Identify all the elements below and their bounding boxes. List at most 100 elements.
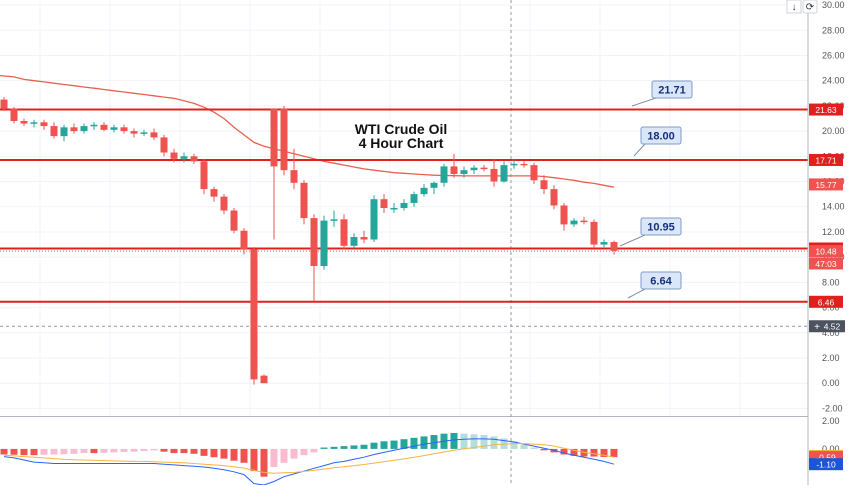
y-tick-label: 4.00 <box>822 328 840 338</box>
crosshair-plus-icon: + <box>814 322 820 333</box>
macd-histogram-bar <box>170 448 178 454</box>
candle-body <box>180 156 188 159</box>
y-tick-label: -2.00 <box>822 403 843 413</box>
macd-histogram-bar <box>350 445 358 449</box>
scale-toggle-button[interactable]: ↓ <box>786 0 802 14</box>
candle-body <box>360 236 368 240</box>
macd-histogram-bar <box>290 448 298 459</box>
level-callout-label: 18.00 <box>647 131 675 143</box>
callout-box <box>651 80 693 99</box>
candle-body <box>120 127 128 132</box>
macd-histogram-bar <box>10 448 18 455</box>
y-tick-label: 12.00 <box>822 227 845 237</box>
candle-body <box>440 166 448 183</box>
price-badge: 47:03 <box>815 259 837 269</box>
macd-histogram-bar <box>470 434 478 449</box>
level-price-badge-bg <box>809 295 843 308</box>
candle-body <box>140 132 148 134</box>
candle-body <box>220 196 228 211</box>
signal-line <box>3 443 615 474</box>
candle-body <box>460 170 468 174</box>
y-tick-label: 28.00 <box>822 25 845 35</box>
candle-body <box>580 220 588 223</box>
y-tick-label: 24.00 <box>822 76 845 86</box>
macd-histogram-bar <box>340 446 348 449</box>
candle-body <box>300 182 308 219</box>
candle-body <box>290 170 298 183</box>
candle-body <box>150 132 158 138</box>
macd-histogram-bar <box>310 448 318 453</box>
macd-histogram-bar <box>100 448 108 453</box>
level-price-badge: 17.71 <box>815 155 837 165</box>
macd-histogram-bar <box>180 448 188 454</box>
macd-histogram-bar <box>450 432 458 449</box>
candle-body <box>210 189 218 197</box>
level-price-badge-bg <box>809 153 843 166</box>
moving-average <box>0 74 615 188</box>
macd-badge: -0.59 <box>816 453 836 463</box>
macd-histogram-bar <box>570 448 578 456</box>
macd-tick-label: 2.00 <box>822 416 840 426</box>
macd-histogram-bar <box>600 448 608 457</box>
macd-histogram-bar <box>230 448 238 461</box>
macd-histogram-bar <box>590 448 598 457</box>
price-badge: 10.48 <box>815 247 837 257</box>
macd-histogram-bar <box>410 437 418 449</box>
macd-histogram-bar <box>190 448 198 454</box>
candle-body <box>30 122 38 124</box>
y-tick-label: 20.00 <box>822 126 845 136</box>
candlesticks <box>0 97 618 385</box>
candle-body <box>60 127 68 137</box>
candle-body <box>170 152 178 159</box>
refresh-button[interactable]: ⟳ <box>802 0 818 14</box>
y-tick-label: 0.00 <box>822 378 840 388</box>
macd-badge: -1.10 <box>816 460 836 470</box>
candle-body <box>540 180 548 190</box>
horizontal-levels <box>0 108 808 303</box>
macd-histogram-bar <box>520 444 528 449</box>
macd-histogram-bar <box>420 436 428 449</box>
macd-tick-label: 0.00 <box>822 444 840 454</box>
macd-histogram-bar <box>480 435 488 449</box>
price-badge-bg <box>809 245 843 258</box>
macd-histogram-bar <box>210 448 218 458</box>
macd-histogram-bar <box>140 448 148 451</box>
candle-body <box>500 165 508 182</box>
macd-histogram-bar <box>150 448 158 451</box>
candle-body <box>70 127 78 132</box>
macd-histogram-bar <box>0 448 8 455</box>
macd-histogram-bar <box>380 441 388 449</box>
candle-body <box>490 168 498 182</box>
candle-body <box>520 163 528 166</box>
crosshair-price: 4.52 <box>824 322 841 332</box>
candle-body <box>430 182 438 188</box>
candle-body <box>470 167 478 171</box>
callout-pointer <box>627 288 646 299</box>
price-badge-bg <box>809 178 843 191</box>
chart-title-line1: WTI Crude Oil <box>355 121 448 137</box>
candle-body <box>320 220 328 266</box>
candle-body <box>480 167 488 170</box>
macd-histogram-bar <box>260 448 268 477</box>
candle-body <box>260 375 268 384</box>
macd-histogram-bar <box>540 448 548 451</box>
macd-histogram-bar <box>430 435 438 449</box>
y-tick-label: 2.00 <box>822 353 840 363</box>
level-price-badge-bg <box>809 103 843 116</box>
candle-body <box>20 121 28 124</box>
refresh-icon: ⟳ <box>806 2 815 13</box>
candle-body <box>340 219 348 246</box>
candle-body <box>80 126 88 132</box>
candle-body <box>190 156 198 162</box>
candle-body <box>230 210 238 231</box>
candle-body <box>0 99 8 109</box>
y-tick-label: 8.00 <box>822 277 840 287</box>
candle-body <box>390 208 398 210</box>
candle-body <box>400 202 408 208</box>
macd-histogram-bar <box>220 448 228 459</box>
macd-histogram-bar <box>280 448 288 463</box>
moving-average-line <box>0 74 615 188</box>
candle-body <box>40 122 48 127</box>
price-axis[interactable]: 30.0028.0026.0024.0022.0020.0018.0016.00… <box>807 0 852 485</box>
